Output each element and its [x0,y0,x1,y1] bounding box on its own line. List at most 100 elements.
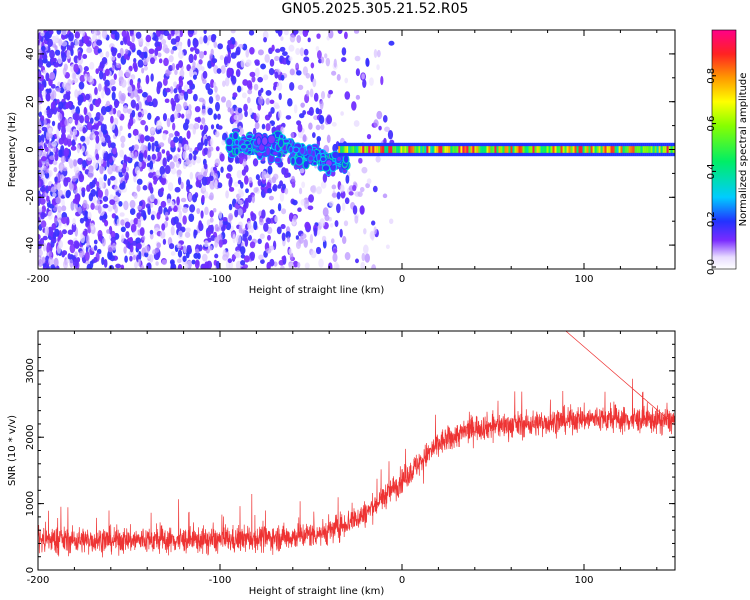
spectral-blob [67,158,73,165]
spectral-blob [237,188,243,194]
spectral-blob [140,209,146,218]
band-cell [380,146,383,153]
spectral-blob [316,186,322,195]
spectral-blob [71,255,77,260]
spectral-blob [351,101,357,111]
spectral-blob [140,144,146,153]
spectral-blob [328,200,334,207]
band-cell [518,146,521,153]
spectral-blob [66,49,71,60]
band-cell [516,146,519,153]
spectral-blob [388,40,395,46]
spectral-blob [40,211,45,220]
spectral-blob [53,62,60,68]
spectral-blob [98,70,104,80]
spectral-blob [173,110,179,120]
spectral-blob [242,43,248,51]
band-cell [520,146,523,153]
spectral-blob [228,178,233,188]
spectral-blob [135,31,142,39]
band-cell [500,146,503,153]
band-cell [472,146,475,153]
spectral-blob [38,192,42,200]
spectral-blob [371,264,377,269]
spectral-blob [176,196,180,206]
spectral-blob [129,255,133,262]
spectral-blob [97,83,102,92]
spectral-blob [76,144,81,154]
spectral-blob [170,38,177,45]
spectral-blob [186,260,193,269]
spectral-blob [80,234,86,244]
spectral-blob [38,234,41,240]
spectral-blob [38,134,42,143]
spec-ytick-label: 0 [25,146,36,152]
spectral-blob [149,57,155,65]
spectral-blob [145,34,152,43]
spectral-blob [296,34,302,44]
band-cell [602,146,605,153]
spectral-blob [54,151,59,162]
band-cell [556,146,559,153]
band-cell [526,146,529,153]
spectral-blob [360,261,366,269]
spectral-blob [183,91,189,101]
spectral-blob [177,50,184,59]
spectral-blob [49,49,55,59]
spectral-blob [303,238,308,248]
spectral-blob [49,155,56,161]
spectral-blob [319,156,327,163]
band-cell [422,146,425,153]
spectral-blob [332,143,338,153]
spectral-blob [82,159,87,169]
spectral-blob [243,255,250,263]
snr-line [38,331,675,558]
band-cell [396,146,399,153]
band-cell [512,146,515,153]
spectral-blob [252,158,259,167]
spectral-blob [263,222,269,232]
spectral-blob [131,34,135,43]
spectral-blob [102,213,108,220]
snr-ytick-label: 1000 [25,491,36,516]
spectral-blob [217,43,223,50]
spectral-blob [155,120,162,130]
spectral-blob [219,153,225,162]
spectral-blob [316,135,322,142]
band-cell [338,146,341,153]
spectral-blob [336,191,341,200]
spectral-blob [94,99,101,108]
spectral-blob [198,51,205,59]
spectral-blob [147,101,154,107]
spectral-blob [99,60,105,69]
band-cell [666,146,669,153]
spectral-blob [62,166,68,172]
spectral-blob [271,150,279,156]
spectral-blob [96,181,100,188]
spectral-blob [176,222,182,230]
spectral-blob [180,181,184,190]
spectral-blob [84,150,89,157]
spectral-blob [243,103,248,112]
spectral-blob [170,200,175,209]
spectral-blob [199,124,204,131]
spectral-blob [52,160,58,166]
spectral-blob [151,142,155,152]
spectral-blob [147,206,151,216]
spectral-blob [181,113,185,119]
spectral-blob [194,48,200,55]
spectral-blob [106,158,110,168]
spectral-blob [38,206,43,213]
spectral-blob [137,259,141,267]
spectral-blob [47,210,53,220]
spectral-blob [188,213,195,223]
spectral-blob [123,239,129,245]
band-cell [568,146,571,153]
spectral-blob [93,239,98,245]
spectral-blob [120,226,126,233]
spectral-blob [194,105,201,113]
band-cell [354,146,357,153]
spectral-blob [138,38,144,46]
spectral-blob [201,108,207,116]
